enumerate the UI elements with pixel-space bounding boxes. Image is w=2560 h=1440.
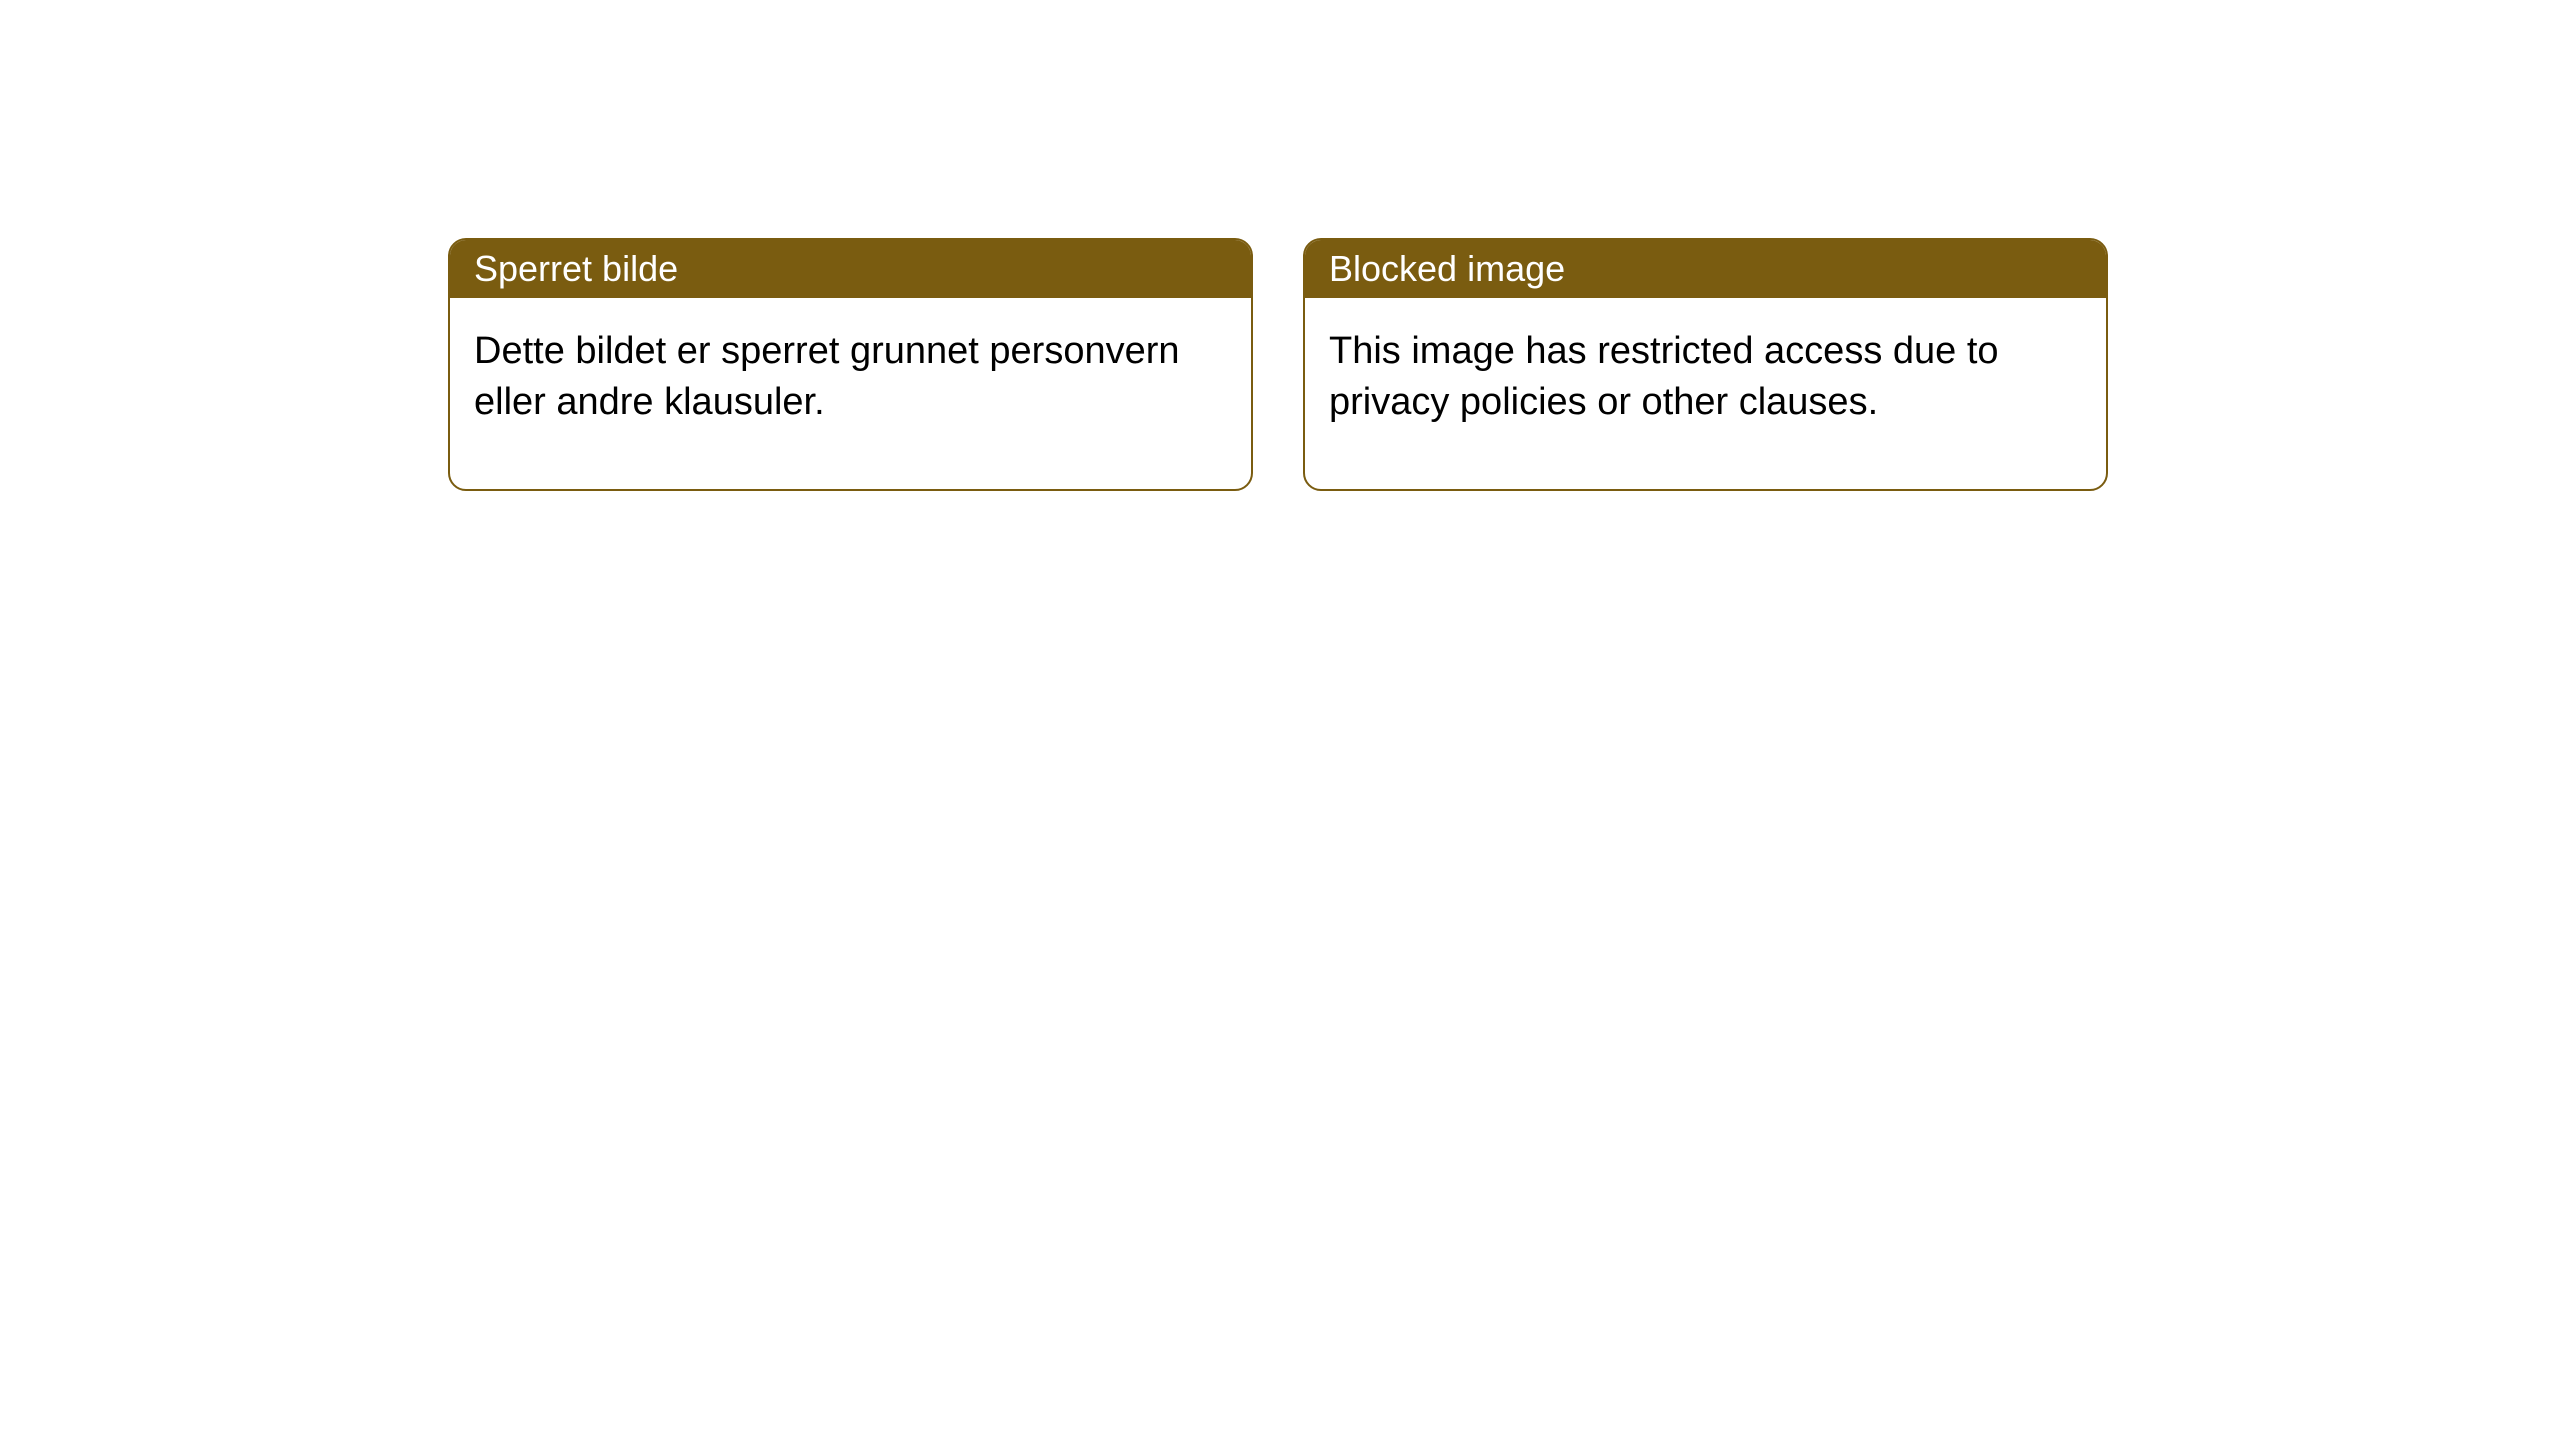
notice-title-norwegian: Sperret bilde <box>474 248 678 289</box>
notice-container: Sperret bilde Dette bildet er sperret gr… <box>0 0 2560 491</box>
notice-text-norwegian: Dette bildet er sperret grunnet personve… <box>474 330 1180 423</box>
notice-body-norwegian: Dette bildet er sperret grunnet personve… <box>450 298 1251 489</box>
notice-text-english: This image has restricted access due to … <box>1329 330 1999 423</box>
notice-title-english: Blocked image <box>1329 248 1565 289</box>
notice-header-english: Blocked image <box>1305 240 2106 298</box>
notice-body-english: This image has restricted access due to … <box>1305 298 2106 461</box>
notice-box-norwegian: Sperret bilde Dette bildet er sperret gr… <box>448 238 1253 491</box>
notice-header-norwegian: Sperret bilde <box>450 240 1251 298</box>
notice-box-english: Blocked image This image has restricted … <box>1303 238 2108 491</box>
